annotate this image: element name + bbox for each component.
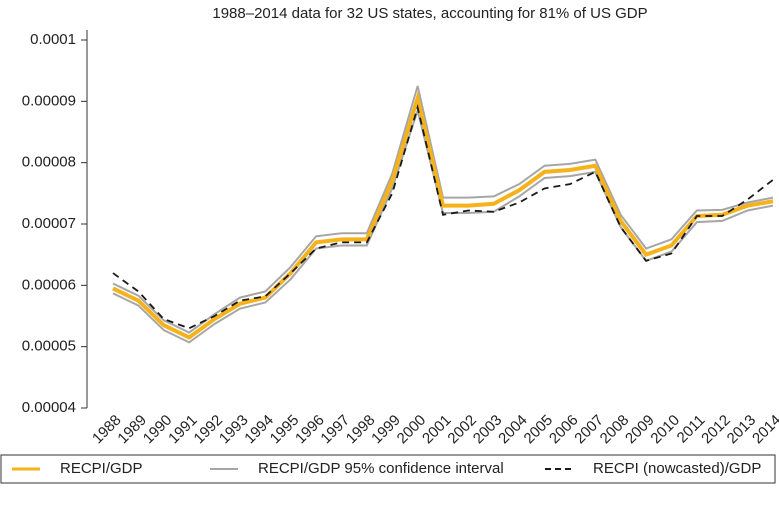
y-tick-label: 0.00005 (22, 338, 76, 355)
legend-label: RECPI (nowcasted)/GDP (593, 460, 761, 477)
legend-box (0, 454, 776, 484)
legend-label: RECPI/GDP (60, 460, 143, 477)
legend-label: RECPI/GDP 95% confidence interval (258, 460, 504, 477)
y-tick-label: 0.00009 (22, 92, 76, 109)
chart-title: 1988–2014 data for 32 US states, account… (212, 5, 647, 22)
series-line (112, 90, 774, 340)
y-tick-label: 0.00006 (22, 276, 76, 293)
y-tick-label: 0.00008 (22, 154, 76, 171)
x-tick-label: 2014 (749, 412, 779, 448)
y-tick-label: 0.00004 (22, 399, 76, 416)
series-line (112, 103, 774, 330)
y-tick-label: 0.00007 (22, 215, 76, 232)
y-tick-label: 0.0001 (30, 31, 76, 48)
series-line (112, 106, 774, 344)
